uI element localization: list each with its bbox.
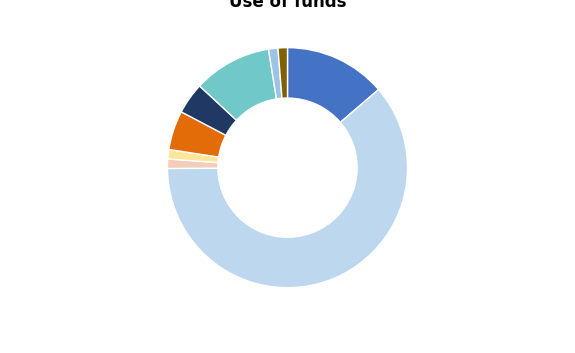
Wedge shape (200, 49, 277, 120)
Wedge shape (167, 90, 408, 288)
Title: Use of funds: Use of funds (229, 0, 346, 11)
Wedge shape (278, 48, 288, 98)
Wedge shape (181, 86, 236, 135)
Wedge shape (169, 112, 226, 157)
Wedge shape (269, 48, 282, 99)
Wedge shape (168, 149, 218, 163)
Wedge shape (288, 48, 378, 122)
Wedge shape (167, 159, 218, 168)
